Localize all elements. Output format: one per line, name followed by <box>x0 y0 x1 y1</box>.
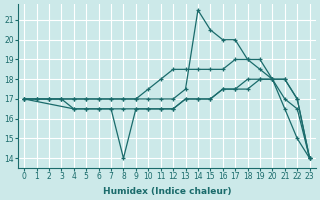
X-axis label: Humidex (Indice chaleur): Humidex (Indice chaleur) <box>103 187 231 196</box>
